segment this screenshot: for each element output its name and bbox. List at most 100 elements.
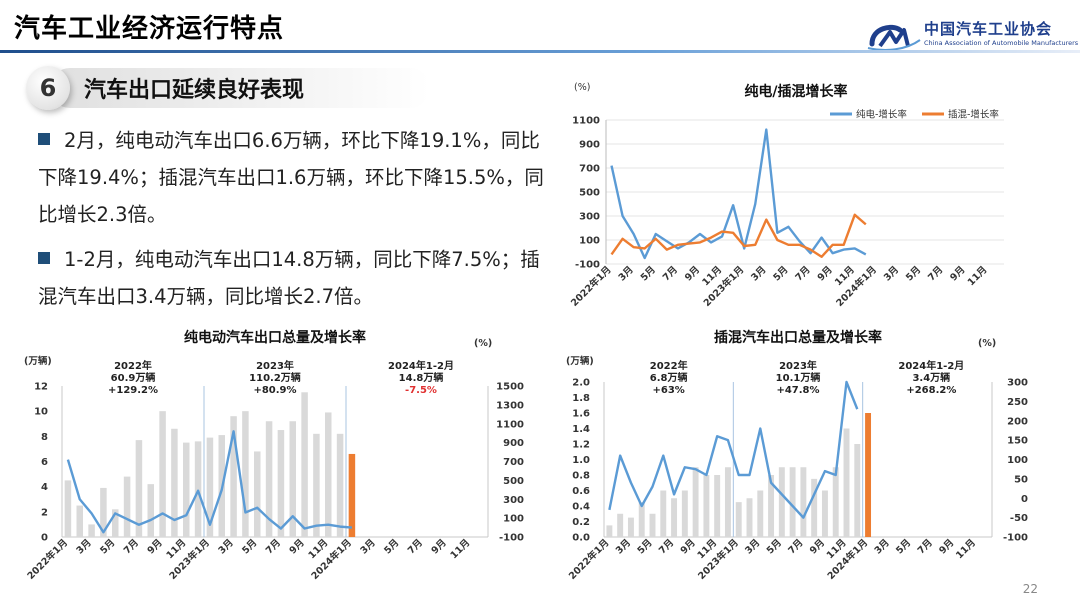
caam-logo-mark-icon <box>867 24 921 51</box>
data-bar <box>277 430 285 537</box>
header-divider <box>0 50 1080 53</box>
data-bar <box>159 411 166 537</box>
data-bar <box>832 467 839 537</box>
bullet-square-icon <box>38 252 50 264</box>
growth-rate-chart: 纯电/插混增长率(%)-10010030050070090011002022年1… <box>568 82 1004 309</box>
annotation-total: 110.2万辆 <box>249 371 301 384</box>
y-right-tick-label: 150 <box>1007 436 1028 447</box>
data-bar <box>811 478 818 537</box>
y-right-tick-label: 900 <box>503 438 524 449</box>
y-left-tick-label: 1.2 <box>572 440 590 451</box>
annotation-growth: -7.5% <box>405 385 437 396</box>
data-bar <box>194 441 202 537</box>
x-tick-label: 3月 <box>359 537 378 556</box>
data-bar <box>778 467 785 537</box>
y-right-tick-label: 1100 <box>496 419 524 430</box>
logo-name-en: China Association of Automobile Manufact… <box>924 39 1079 47</box>
y-left-tick-label: 1.6 <box>572 409 590 420</box>
data-bar <box>671 498 678 537</box>
bev-export-chart: 纯电动汽车出口总量及增长率 (万辆) (%) 0 2 4 6 8 10 12 -100 100 300 5… <box>24 329 524 582</box>
y-right-tick-label: 700 <box>503 457 524 468</box>
y-right-tick-label: -100 <box>499 533 524 544</box>
y-left-unit: (万辆) <box>24 355 52 367</box>
y-right-unit: (%) <box>474 338 492 349</box>
y-right-tick-label: 200 <box>1007 416 1028 427</box>
x-tick-label: 5月 <box>98 537 117 556</box>
x-tick-label: 5月 <box>240 537 259 556</box>
data-bar <box>854 444 861 537</box>
data-bar <box>313 433 320 537</box>
growth-line <box>608 380 859 519</box>
data-bar <box>206 437 214 537</box>
caam-logo: 中国汽车工业协会 China Association of Automobile… <box>866 18 1078 54</box>
y-right-tick-label: 1500 <box>496 382 524 393</box>
annotation-total: 3.4万辆 <box>912 371 950 384</box>
bullet-item: 2月，纯电动汽车出口6.6万辆，环比下降19.1%，同比下降19.4%；插混汽车… <box>38 122 548 233</box>
x-tick-label: 3月 <box>617 264 636 283</box>
y-right-tick-label: 0 <box>1021 494 1028 505</box>
data-bar <box>242 411 249 537</box>
x-tick-label: 7月 <box>406 537 425 556</box>
y-left-tick-label: 0.6 <box>572 486 590 497</box>
x-tick-label: 9月 <box>146 537 165 556</box>
y-tick-label: 100 <box>579 236 600 247</box>
annotation-year: 2024年1-2月 <box>388 359 454 372</box>
data-bar <box>714 475 721 537</box>
data-bar <box>301 392 308 537</box>
x-tick-label: 3月 <box>75 537 94 556</box>
data-bar <box>289 421 297 537</box>
annotation-total: 14.8万辆 <box>399 371 444 384</box>
data-bar <box>703 475 710 537</box>
bullet-square-icon <box>38 133 50 145</box>
y-tick-label: 300 <box>579 212 600 223</box>
x-tick-label: 5月 <box>771 264 790 283</box>
phev-export-chart: 插混汽车出口总量及增长率 (万辆) (%) 0.0 0.2 0.4 0.6 0.8 1.0 1.2… <box>566 329 1028 582</box>
data-bar <box>230 416 237 537</box>
y-axis-unit: (%) <box>574 82 590 93</box>
y-left-tick-label: 0.0 <box>572 533 590 544</box>
y-left-unit: (万辆) <box>566 355 594 367</box>
data-bar <box>171 428 178 537</box>
data-bar <box>617 513 624 537</box>
annotation-total: 10.1万辆 <box>776 371 821 384</box>
growth-line <box>66 430 353 534</box>
chart-title: 纯电/插混增长率 <box>744 83 847 100</box>
y-left-tick-label: 8 <box>41 432 48 443</box>
x-tick-label: 7月 <box>122 537 141 556</box>
data-bar <box>638 502 645 537</box>
annotation-year: 2023年 <box>256 359 294 372</box>
x-tick-label: 7月 <box>657 537 676 556</box>
data-bar <box>336 433 344 537</box>
data-bar <box>76 505 84 537</box>
y-left-tick-label: 0.4 <box>572 502 590 513</box>
annotation-growth: +80.9% <box>253 385 296 396</box>
x-tick-label: 5月 <box>904 264 923 283</box>
y-tick-label: 900 <box>579 140 600 151</box>
x-tick-label: 5月 <box>635 537 654 556</box>
x-tick-label: 7月 <box>264 537 283 556</box>
page-number: 22 <box>1022 582 1038 596</box>
data-bar <box>88 524 95 537</box>
y-left-tick-label: 10 <box>34 407 48 418</box>
data-bar <box>649 513 656 537</box>
x-tick-label: 3月 <box>749 264 768 283</box>
logo-name-cn: 中国汽车工业协会 <box>924 20 1053 38</box>
chart-title: 插混汽车出口总量及增长率 <box>714 329 882 346</box>
chart-title: 纯电动汽车出口总量及增长率 <box>184 329 366 346</box>
annotation-total: 60.9万辆 <box>111 371 156 384</box>
data-bar <box>681 490 688 537</box>
section-title: 汽车出口延续良好表现 <box>84 78 305 103</box>
highlight-bar <box>348 453 356 537</box>
legend-label: 纯电-增长率 <box>856 109 907 121</box>
y-right-tick-label: 300 <box>1007 378 1028 389</box>
y-left-tick-label: 0.8 <box>572 471 590 482</box>
annotation-growth: +268.2% <box>906 385 956 396</box>
x-tick-label: 7月 <box>926 264 945 283</box>
y-right-tick-label: 100 <box>1007 455 1028 466</box>
x-tick-label: 5月 <box>639 264 658 283</box>
highlight-bar <box>865 413 872 537</box>
data-bar <box>735 502 742 537</box>
y-right-tick-label: -50 <box>1010 513 1028 524</box>
y-right-tick-label: 500 <box>503 476 524 487</box>
x-tick-label: 3月 <box>882 264 901 283</box>
